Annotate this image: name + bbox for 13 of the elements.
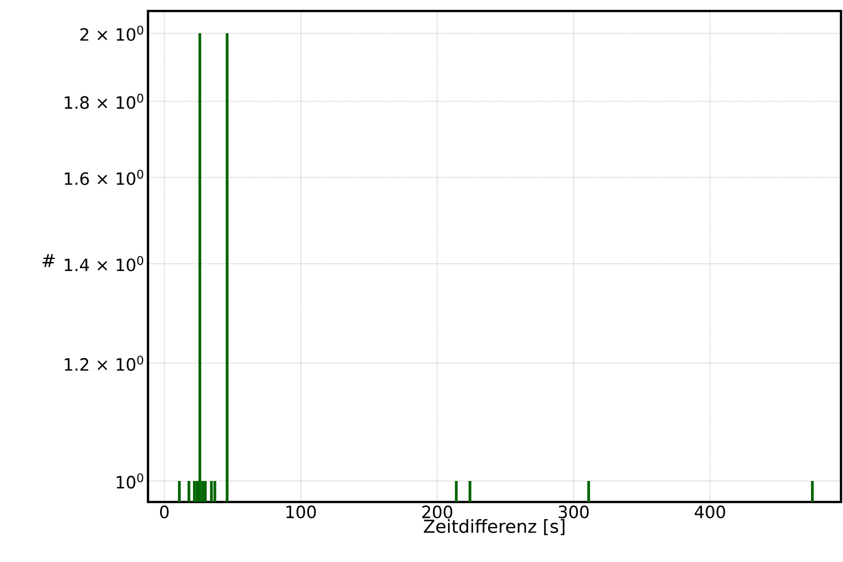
y-tick-label: 1.6 × 10$^{0}$ [64,170,144,186]
y-tick-label: 2 × 10$^{0}$ [80,26,144,41]
x-tick-label: 400 [694,506,726,518]
y-tick-label: 1.4 × 10$^{0}$ [64,256,144,272]
x-tick-label: 0 [160,506,169,518]
y-tick-label: 1.2 × 10$^{0}$ [64,356,144,371]
x-tick-label: 100 [286,506,316,518]
x-tick-label: 200 [422,506,452,518]
y-tick-label: 10$^{0}$ [116,473,144,489]
x-axis-title: Zeitdifferenz [s] [424,519,564,536]
y-axis-title: # [42,254,55,267]
y-tick-label: 1.8 × 10$^{0}$ [64,94,144,109]
x-tick-label: 300 [558,506,589,518]
